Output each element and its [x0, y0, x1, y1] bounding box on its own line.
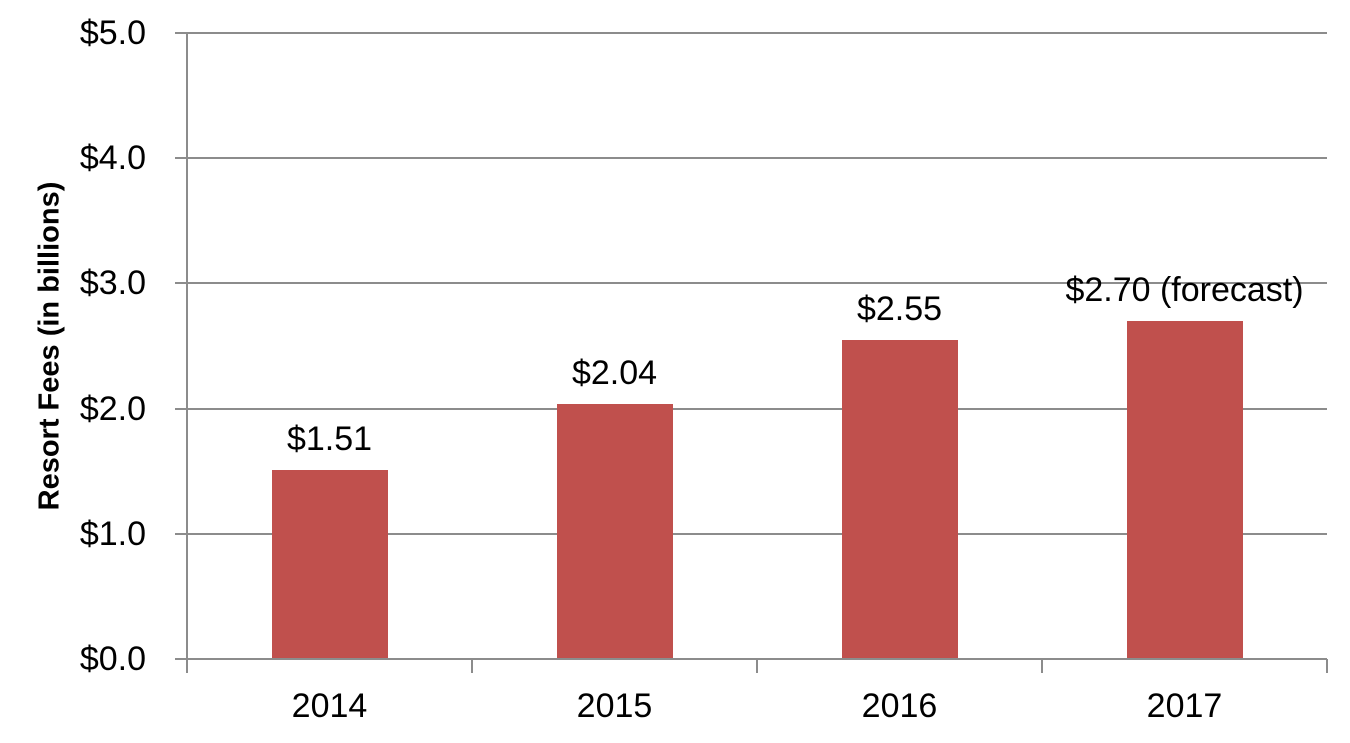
y-axis-title: Resort Fees (in billions): [33, 181, 66, 511]
x-axis-tick: [186, 659, 188, 673]
y-tick-label: $4.0: [79, 139, 146, 178]
gridline: [187, 282, 1327, 285]
y-axis-tick: [175, 157, 187, 160]
y-axis-tick: [175, 32, 187, 34]
x-category-label: 2017: [1146, 687, 1223, 725]
bar-value-label: $2.04: [571, 353, 658, 392]
bar: [841, 339, 958, 658]
gridline: [187, 32, 1327, 34]
y-tick-label: $0.0: [79, 640, 146, 678]
x-axis-tick: [471, 659, 473, 673]
y-axis-tick: [175, 658, 187, 660]
x-axis-tick: [1326, 659, 1328, 673]
bar: [556, 403, 673, 658]
gridline: [187, 407, 1327, 410]
x-axis-tick: [1041, 659, 1043, 673]
x-category-label: 2015: [576, 687, 653, 725]
gridline: [187, 532, 1327, 535]
y-tick-label: $5.0: [79, 14, 146, 52]
y-tick-label: $1.0: [79, 514, 146, 553]
bar-value-label: $1.51: [286, 419, 373, 458]
y-axis-tick: [175, 407, 187, 410]
y-axis-tick: [175, 532, 187, 535]
y-axis-tick: [175, 282, 187, 285]
y-tick-label: $3.0: [79, 264, 146, 303]
x-category-label: 2014: [291, 687, 368, 725]
gridline: [187, 157, 1327, 160]
bar-value-label: $2.70 (forecast): [1065, 270, 1304, 309]
bar: [271, 469, 388, 658]
y-axis-line: [186, 33, 188, 672]
bar: [1126, 320, 1243, 658]
bar-value-label: $2.55: [856, 289, 943, 328]
y-tick-label: $2.0: [79, 389, 146, 428]
x-axis-tick: [756, 659, 758, 673]
x-category-label: 2016: [861, 687, 938, 725]
